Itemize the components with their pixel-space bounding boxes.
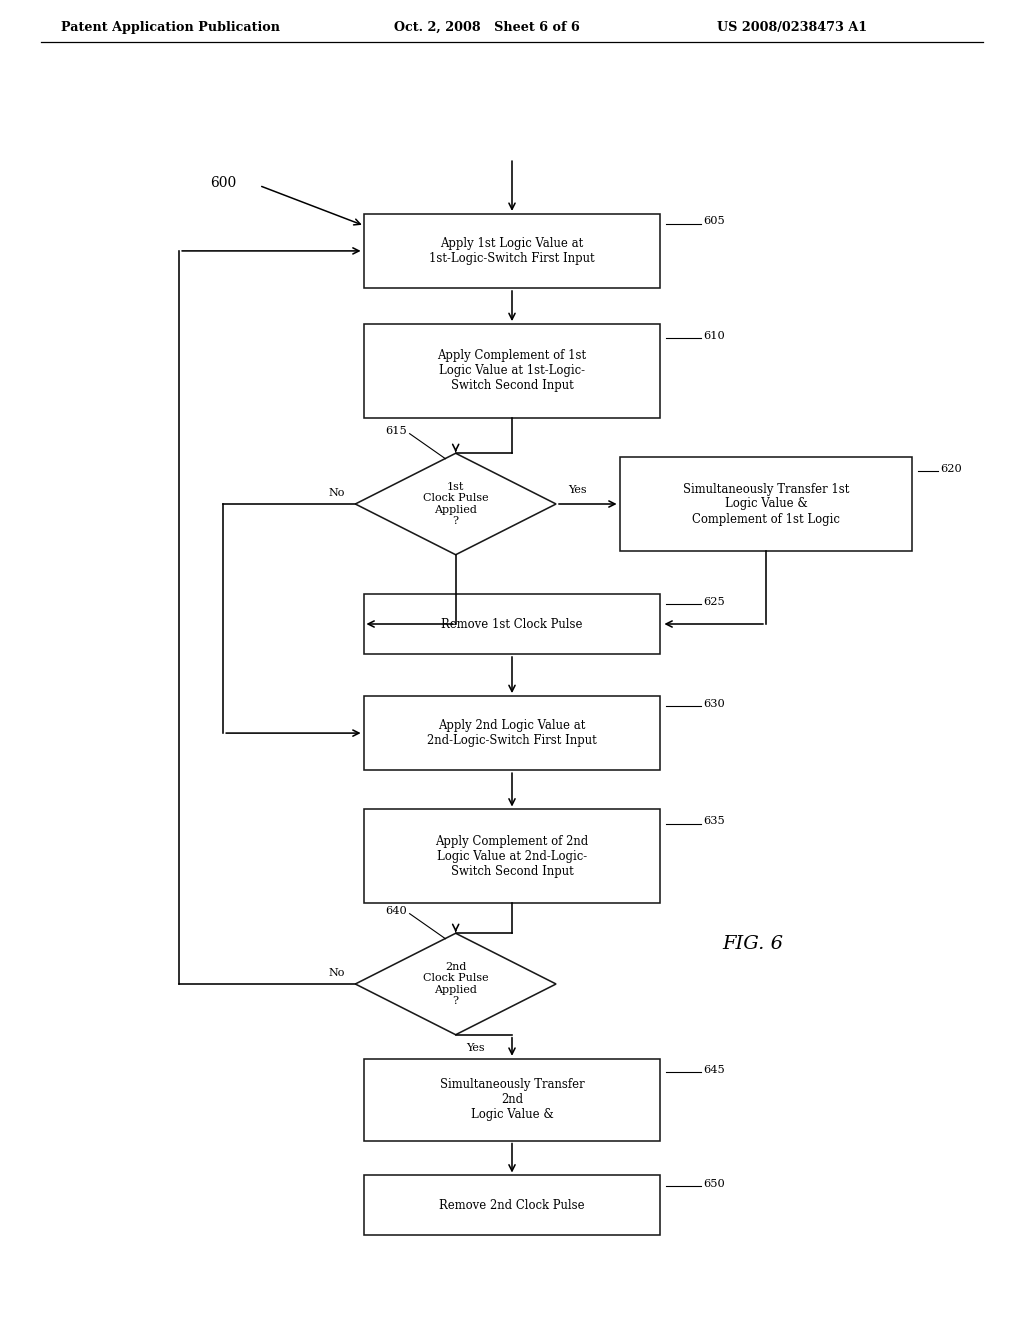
Text: 640: 640: [385, 907, 407, 916]
Text: 2nd
Clock Pulse
Applied
?: 2nd Clock Pulse Applied ?: [423, 961, 488, 1006]
FancyBboxPatch shape: [364, 696, 660, 770]
Text: Yes: Yes: [568, 484, 587, 495]
Text: Patent Application Publication: Patent Application Publication: [61, 21, 281, 34]
Text: Oct. 2, 2008   Sheet 6 of 6: Oct. 2, 2008 Sheet 6 of 6: [394, 21, 580, 34]
Text: Apply 1st Logic Value at
1st-Logic-Switch First Input: Apply 1st Logic Value at 1st-Logic-Switc…: [429, 236, 595, 265]
Text: 610: 610: [703, 331, 725, 341]
FancyBboxPatch shape: [364, 594, 660, 653]
FancyBboxPatch shape: [364, 214, 660, 288]
Text: 635: 635: [703, 817, 725, 826]
FancyBboxPatch shape: [364, 323, 660, 418]
Text: Remove 2nd Clock Pulse: Remove 2nd Clock Pulse: [439, 1199, 585, 1212]
Text: 625: 625: [703, 597, 725, 607]
Text: 630: 630: [703, 698, 725, 709]
Text: US 2008/0238473 A1: US 2008/0238473 A1: [717, 21, 867, 34]
Text: 620: 620: [940, 465, 962, 474]
Text: 605: 605: [703, 216, 725, 227]
Text: FIG. 6: FIG. 6: [722, 935, 783, 953]
Text: Remove 1st Clock Pulse: Remove 1st Clock Pulse: [441, 618, 583, 631]
FancyBboxPatch shape: [364, 1059, 660, 1140]
Text: Apply 2nd Logic Value at
2nd-Logic-Switch First Input: Apply 2nd Logic Value at 2nd-Logic-Switc…: [427, 719, 597, 747]
Polygon shape: [355, 453, 556, 554]
Text: No: No: [329, 488, 345, 498]
FancyBboxPatch shape: [620, 457, 912, 550]
Text: No: No: [329, 968, 345, 978]
Polygon shape: [355, 933, 556, 1035]
Text: Apply Complement of 2nd
Logic Value at 2nd-Logic-
Switch Second Input: Apply Complement of 2nd Logic Value at 2…: [435, 834, 589, 878]
Text: 600: 600: [210, 177, 237, 190]
Text: 645: 645: [703, 1065, 725, 1076]
Text: 615: 615: [385, 426, 407, 437]
FancyBboxPatch shape: [364, 1175, 660, 1236]
Text: Simultaneously Transfer
2nd
Logic Value &: Simultaneously Transfer 2nd Logic Value …: [439, 1078, 585, 1121]
Text: Yes: Yes: [466, 1043, 484, 1053]
FancyBboxPatch shape: [364, 809, 660, 903]
Text: 650: 650: [703, 1179, 725, 1188]
Text: 1st
Clock Pulse
Applied
?: 1st Clock Pulse Applied ?: [423, 482, 488, 527]
Text: Apply Complement of 1st
Logic Value at 1st-Logic-
Switch Second Input: Apply Complement of 1st Logic Value at 1…: [437, 350, 587, 392]
Text: Simultaneously Transfer 1st
Logic Value &
Complement of 1st Logic: Simultaneously Transfer 1st Logic Value …: [683, 483, 849, 525]
